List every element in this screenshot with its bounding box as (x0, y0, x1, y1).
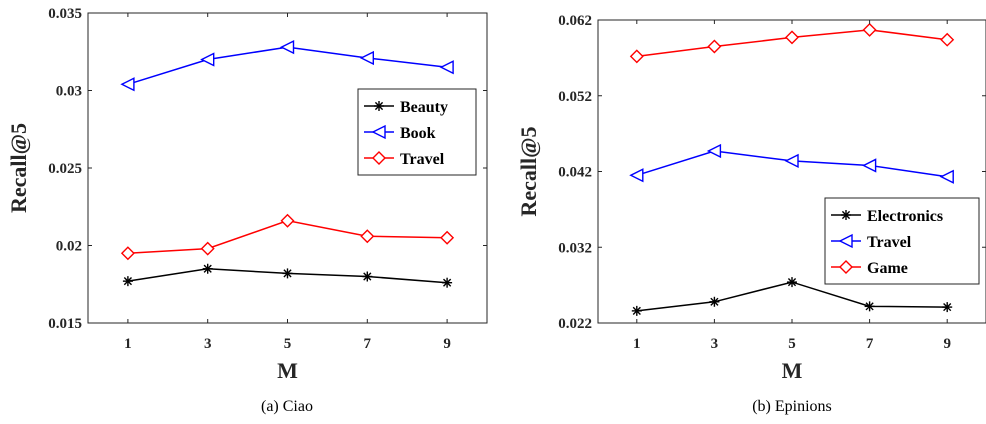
y-tick-label: 0.03 (56, 84, 82, 100)
plot-marks (120, 39, 455, 288)
y-axis-label: Recall@5 (6, 123, 31, 213)
data-point (200, 52, 215, 67)
data-point (280, 213, 295, 228)
data-point (360, 229, 375, 244)
data-point (864, 301, 875, 312)
chart-panel-epinions: 1 3 5 7 9 0.022 0.032 0.042 0.052 0.062 M Recall@… (516, 13, 986, 415)
y-tick-label: 0.015 (48, 316, 82, 332)
data-point (707, 39, 722, 54)
data-point (862, 22, 877, 37)
data-point (939, 169, 954, 184)
data-point (359, 50, 374, 66)
data-point (784, 153, 799, 169)
y-tick-label: 0.025 (48, 161, 82, 177)
data-point (709, 296, 720, 307)
legend-label-travel: Travel (867, 234, 912, 251)
data-point (282, 268, 293, 279)
data-point (200, 241, 215, 256)
data-point (629, 168, 644, 183)
x-tick-label: 1 (633, 336, 641, 352)
series-electronics (631, 277, 953, 316)
caption-ciao: (a) Ciao (261, 398, 313, 415)
legend-marker (841, 210, 851, 220)
x-tick-label: 3 (711, 336, 719, 352)
legend-marker (371, 124, 386, 140)
data-point (202, 263, 213, 274)
x-tick-label: 9 (943, 336, 951, 352)
y-tick-label: 0.052 (558, 89, 592, 105)
plot-marks (629, 22, 955, 316)
series-game (629, 22, 955, 64)
legend-entry-travel: Travel (831, 233, 912, 251)
legend: Electronics Travel Game (824, 197, 980, 285)
series-beauty (122, 263, 453, 288)
x-tick-label: 5 (788, 336, 796, 352)
caption-epinions: (b) Epinions (752, 398, 832, 415)
legend-marker (838, 233, 853, 249)
legend-entry-game: Game (831, 260, 908, 277)
x-tick-label: 7 (364, 336, 372, 352)
data-point (122, 276, 133, 287)
series-travel (120, 213, 455, 261)
x-axis-label: M (277, 358, 298, 383)
data-point (279, 39, 295, 55)
y-tick-label: 0.042 (558, 165, 592, 181)
legend-entry-beauty: Beauty (364, 99, 448, 116)
legend: Beauty Book Travel (357, 88, 477, 176)
data-point (120, 246, 135, 261)
legend-marker (839, 260, 853, 274)
data-point (631, 305, 642, 316)
axis-ticks: 1 3 5 7 9 0.022 0.032 0.042 0.052 0.062 (558, 13, 986, 352)
legend-marker (372, 151, 386, 165)
y-tick-label: 0.035 (48, 6, 82, 22)
data-point (629, 49, 644, 64)
x-axis-label: M (782, 358, 803, 383)
data-point (362, 271, 373, 282)
legend-entry-electronics: Electronics (831, 208, 943, 225)
data-point (706, 143, 722, 159)
series-travel (629, 143, 954, 184)
x-tick-label: 3 (204, 336, 212, 352)
data-point (442, 277, 453, 288)
series-book (120, 39, 454, 92)
data-point (862, 158, 877, 173)
legend-label-electronics: Electronics (867, 208, 943, 225)
y-tick-label: 0.022 (558, 316, 592, 332)
data-point (942, 302, 953, 313)
y-tick-label: 0.062 (558, 13, 592, 29)
legend-label-game: Game (867, 260, 908, 277)
x-tick-label: 5 (284, 336, 292, 352)
x-tick-label: 9 (443, 336, 451, 352)
legend-label-beauty: Beauty (400, 99, 448, 116)
x-tick-label: 1 (124, 336, 132, 352)
x-tick-label: 7 (866, 336, 874, 352)
data-point (785, 30, 799, 45)
series-line (127, 46, 448, 86)
legend-entry-book: Book (364, 124, 436, 142)
y-tick-label: 0.032 (558, 240, 592, 256)
data-point (787, 277, 797, 288)
legend-entry-travel: Travel (364, 151, 445, 168)
data-point (440, 230, 455, 245)
data-point (940, 32, 955, 47)
y-axis-label: Recall@5 (516, 126, 541, 216)
axis-ticks: 1 3 5 7 9 0.015 0.02 0.025 0.03 0.035 (48, 6, 487, 352)
data-point (439, 60, 454, 75)
data-point (120, 77, 135, 92)
legend-label-book: Book (400, 125, 436, 142)
legend-marker (374, 101, 384, 111)
y-tick-label: 0.02 (56, 239, 82, 255)
legend-label-travel: Travel (400, 151, 445, 168)
